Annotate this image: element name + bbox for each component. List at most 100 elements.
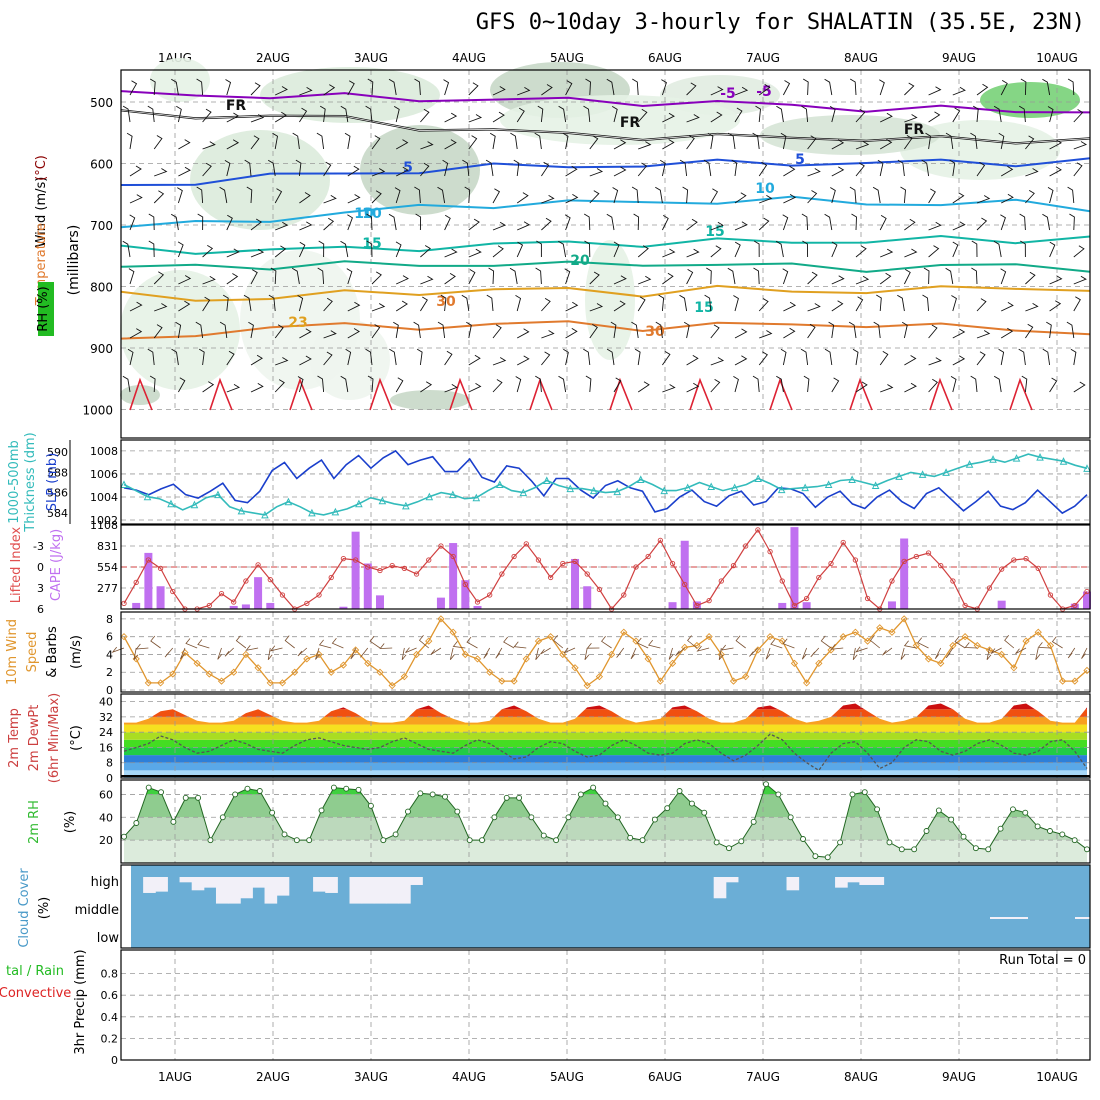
thickness-point [120, 480, 128, 489]
wind-barb [541, 298, 551, 312]
li-line [123, 528, 1088, 611]
wind-barb [202, 276, 216, 285]
wind-barb [923, 267, 930, 285]
wind-barb [317, 375, 325, 393]
wind-speed-point [705, 633, 713, 641]
wind-barb [807, 135, 817, 150]
wind-barb [1070, 348, 1077, 366]
thickness-point [989, 455, 997, 463]
wind-speed-point [754, 646, 762, 654]
cloud-gap-bar [410, 877, 423, 885]
surface-wind-barb [1035, 647, 1041, 660]
thickness-point [918, 470, 927, 478]
cape-bar [778, 602, 787, 609]
li-point [572, 558, 578, 565]
wind-speed-point [1034, 628, 1042, 636]
slp-tick: 1004 [90, 491, 118, 504]
wind-barb [662, 272, 674, 285]
wind-barb [662, 248, 676, 258]
rh-point [170, 818, 177, 825]
rh-point [195, 794, 202, 801]
wind-barb [128, 268, 135, 285]
surface-wind-barb [601, 636, 612, 649]
wind-barb [323, 161, 332, 177]
li-point [206, 602, 212, 609]
wind-barb [686, 82, 697, 96]
wind-barb [244, 159, 252, 177]
wind-barb [558, 240, 567, 258]
rh-shading [310, 320, 390, 400]
surface-contour [129, 377, 153, 411]
wind-barb [323, 297, 333, 312]
wind-barb [298, 241, 306, 258]
wind-barb [371, 303, 386, 312]
surface-wind-barb [586, 642, 600, 649]
date-label-top: 10AUG [1036, 51, 1078, 65]
wind-barb [686, 269, 694, 285]
wind-barb [1073, 296, 1081, 312]
surface-wind-barb [133, 647, 139, 661]
li-point [596, 586, 603, 593]
wind-speed-point [961, 633, 969, 641]
cloud-gap-bar [361, 877, 375, 904]
surface-contour [929, 377, 953, 411]
wind-barb [420, 245, 431, 258]
rh-point [602, 800, 609, 807]
wind-barb [589, 271, 600, 285]
wind-barb [516, 107, 525, 123]
rh-point [837, 839, 844, 846]
li-point [328, 574, 334, 581]
wind-barb [783, 194, 797, 204]
li-point [352, 557, 359, 563]
wind-speed-point [522, 655, 530, 663]
wind-barb [876, 294, 882, 312]
wind-barb [928, 188, 936, 204]
wind-barb [803, 375, 810, 393]
li-point [267, 576, 273, 583]
li-point [986, 585, 993, 591]
li-point [231, 599, 237, 605]
wind-barb [753, 240, 760, 258]
li-tick: 0 [37, 561, 44, 574]
wind-barb [928, 378, 938, 393]
wind-barb [879, 272, 892, 285]
wind-barb [414, 78, 421, 96]
wind-barb [972, 105, 979, 123]
wind-barb [976, 217, 988, 231]
wind-barb [849, 78, 857, 96]
wind-barb [900, 186, 906, 204]
li-point [755, 527, 761, 533]
wind-barb [485, 159, 494, 177]
wind-barb [1049, 241, 1056, 258]
rh-point [972, 845, 979, 852]
surface-contour [449, 377, 473, 411]
date-label-top: 4AUG [452, 51, 486, 65]
temp-contour-20 [120, 260, 1091, 273]
li-point [316, 592, 322, 598]
rh-point [651, 816, 658, 823]
wind-axis-label: Wind (m/s) [34, 177, 49, 248]
contour-label: 23 [288, 315, 307, 331]
wind-barb [323, 330, 337, 339]
wind-barb [903, 269, 911, 285]
wind-barb [347, 165, 360, 177]
wind-barb [831, 275, 845, 285]
surface-wind-barb [830, 644, 844, 650]
wind-barb [272, 132, 278, 150]
wind-barb [492, 86, 506, 96]
date-label-bottom: 1AUG [158, 1070, 192, 1084]
rh-point [738, 838, 745, 845]
thickness-point [683, 483, 692, 492]
rh-point [293, 837, 300, 844]
cloud-tick: high [91, 875, 119, 890]
cape-bar [790, 527, 799, 609]
rh-point [269, 809, 276, 816]
date-label-top: 3AUG [354, 51, 388, 65]
rh-point [343, 785, 350, 792]
li-point [938, 562, 944, 569]
wind-speed-point [1083, 666, 1091, 675]
wind-barb [153, 190, 165, 204]
rh-point [182, 794, 189, 801]
wind-barb [250, 354, 263, 366]
wind-speed-point [595, 673, 604, 681]
